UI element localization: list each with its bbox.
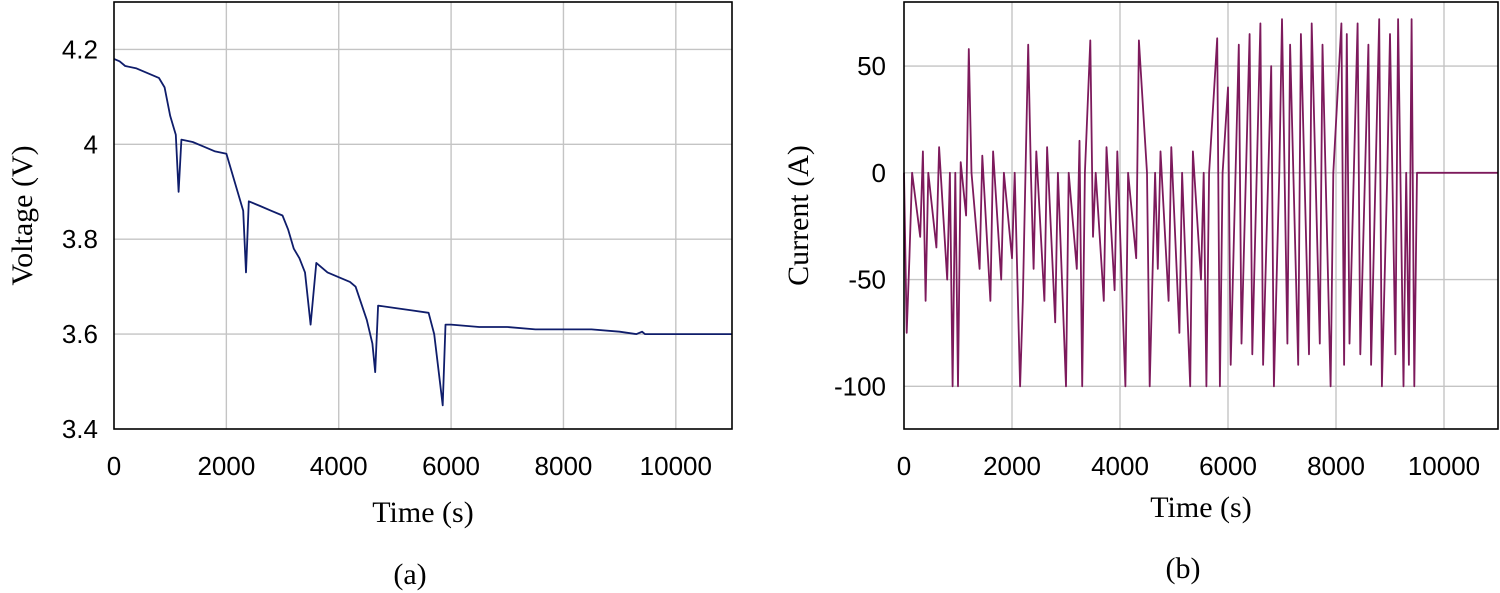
x-tick-label: 0 (897, 451, 911, 481)
chart-voltage: 0 2000 4000 6000 8000 10000 3.4 3.6 3.8 4 4.2 Time … (6, 1, 733, 591)
y-tick-label: -50 (848, 265, 886, 295)
plot-frame (113, 1, 733, 430)
series-line (903, 18, 1498, 388)
x-tick-label: 2000 (197, 451, 255, 481)
x-tick-label: 8000 (1307, 451, 1365, 481)
y-tick-label: 3.8 (62, 224, 98, 254)
x-tick-label: 4000 (1091, 451, 1149, 481)
y-axis-label: Current (A) (782, 145, 815, 286)
plot-frame (903, 1, 1499, 430)
y-tick-label: -100 (834, 371, 886, 401)
x-tick-label: 4000 (310, 451, 368, 481)
panel-caption: (b) (1166, 552, 1201, 585)
x-tick-label: 6000 (1199, 451, 1257, 481)
y-tick-label: 4 (84, 129, 98, 159)
x-tick-label: 8000 (535, 451, 593, 481)
y-tick-label: 4.2 (62, 34, 98, 64)
y-tick-label: 3.4 (62, 414, 98, 444)
y-tick-label: 0 (872, 158, 886, 188)
y-axis-label: Voltage (V) (6, 145, 39, 285)
y-tick-label: 3.6 (62, 319, 98, 349)
y-tick-label: 50 (857, 51, 886, 81)
series-line (113, 58, 732, 407)
panel-caption: (a) (393, 558, 426, 591)
chart-current: 0 2000 4000 6000 8000 10000 -100 -50 0 50 Time (s)… (782, 1, 1499, 585)
x-tick-label: 10000 (1408, 451, 1480, 481)
x-axis-label: Time (s) (372, 496, 473, 529)
x-tick-label: 0 (107, 451, 121, 481)
x-tick-label: 2000 (983, 451, 1041, 481)
x-axis-label: Time (s) (1150, 491, 1251, 524)
x-tick-label: 6000 (422, 451, 480, 481)
x-tick-label: 10000 (640, 451, 712, 481)
